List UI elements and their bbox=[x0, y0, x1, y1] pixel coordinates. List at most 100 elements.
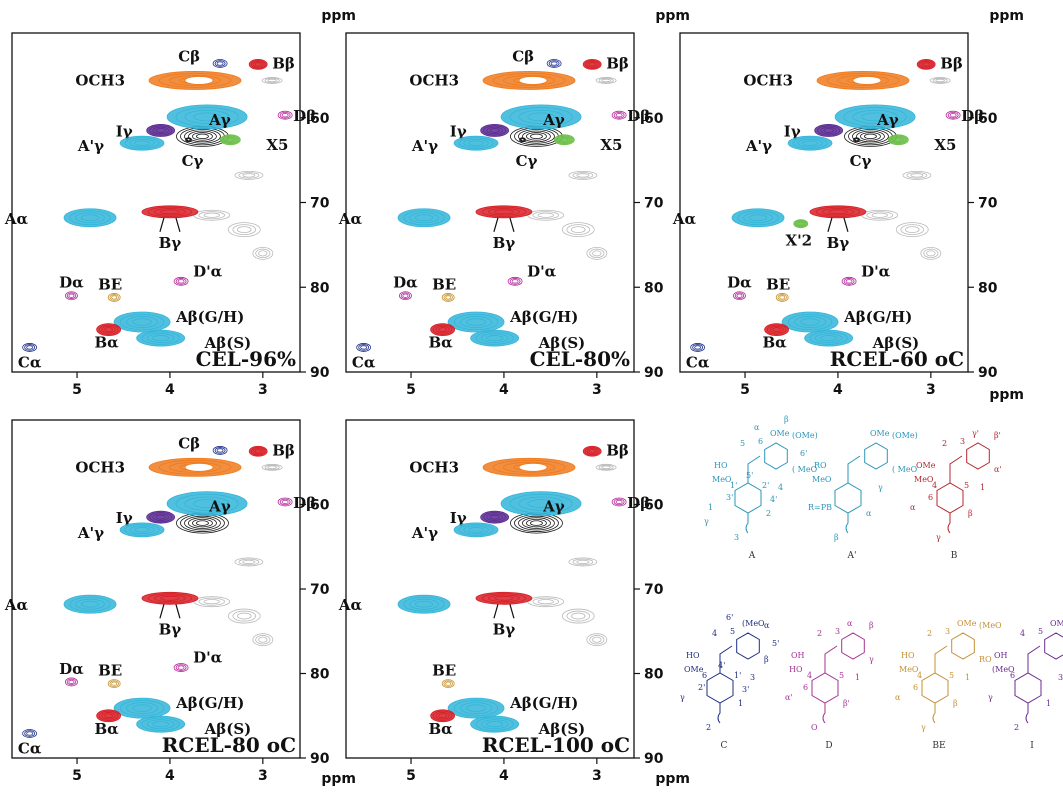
structure-name: D bbox=[825, 741, 832, 751]
structure-atom-label: 5 bbox=[949, 671, 954, 680]
x-tick-label: 3 bbox=[592, 382, 602, 398]
structure-atom-label: OH bbox=[791, 651, 805, 660]
cross-peak-Ig-level bbox=[823, 128, 834, 133]
bg-leader bbox=[175, 217, 181, 232]
cross-peak-A2g bbox=[119, 135, 165, 151]
structure-atom-label: γ bbox=[704, 517, 709, 526]
cross-peak-A2g-level bbox=[129, 138, 155, 148]
peak-label-D2a: D'α bbox=[527, 262, 557, 280]
cross-peak-Ig-level bbox=[820, 126, 837, 135]
bg-leader bbox=[159, 604, 165, 619]
cross-peak-Ig-level bbox=[489, 514, 500, 520]
cross-peak-Da bbox=[65, 291, 78, 301]
cross-peak-Bg-level bbox=[481, 206, 527, 217]
x-tick-label: 5 bbox=[406, 382, 416, 398]
gray-peak-level bbox=[906, 172, 928, 179]
cross-peak-Aa bbox=[397, 594, 451, 614]
cross-peak-Ag-level bbox=[175, 107, 239, 127]
cross-peak-Ig-level bbox=[149, 512, 172, 523]
structure-atom-label: β bbox=[968, 509, 973, 518]
cross-peak-AbGH-level bbox=[132, 704, 152, 712]
structure-atom-label: α bbox=[866, 509, 872, 518]
bg-leader bbox=[509, 217, 515, 232]
peak-label-Ba: Bα bbox=[763, 334, 788, 352]
structure-atom-label: OMe bbox=[916, 461, 936, 470]
cross-peak-Aa-level bbox=[397, 594, 451, 614]
black-contour-level bbox=[522, 517, 551, 529]
structure-atom-label: O bbox=[811, 723, 818, 732]
peak-label-Cg: Cγ bbox=[850, 152, 872, 170]
cross-peak-AbGH-level bbox=[447, 311, 505, 333]
cross-peak-Da-level bbox=[733, 291, 746, 301]
cross-peak-A2g-level bbox=[134, 140, 150, 146]
black-contour-level bbox=[864, 133, 877, 140]
gray-peak bbox=[227, 222, 261, 238]
peak-label-A2g: A'γ bbox=[411, 524, 438, 542]
cross-peak-AbS-level bbox=[146, 333, 175, 343]
peak-label-OCH3: OCH3 bbox=[743, 71, 793, 89]
structure-atom-label: α bbox=[764, 621, 770, 630]
aromatic-ring bbox=[864, 442, 888, 470]
cross-peak-AbGH bbox=[113, 697, 171, 719]
cross-peak-Bg-level bbox=[475, 205, 533, 219]
gray-peak-level bbox=[566, 224, 591, 236]
structure-atom-label: 3' bbox=[742, 685, 749, 694]
cross-peak-Bb-level bbox=[920, 61, 932, 68]
structure-atom-label: 1 bbox=[965, 673, 970, 682]
peak-label-Ig: Iγ bbox=[450, 509, 467, 527]
cross-peak-Bg-level bbox=[475, 591, 533, 605]
cross-peak-Cg bbox=[185, 137, 192, 143]
cross-peak-Bb-level bbox=[916, 58, 936, 70]
peak-label-Ba: Bα bbox=[95, 720, 120, 738]
cross-peak-D2a-level bbox=[175, 278, 187, 285]
structure-atom-label: 4 bbox=[778, 483, 783, 492]
cross-peak-Cb bbox=[212, 446, 228, 455]
linkage-wave bbox=[932, 703, 936, 724]
structure-atom-label: 6' bbox=[800, 449, 807, 458]
structure-atom-label: (MeO bbox=[992, 665, 1015, 674]
cross-peak-Aa bbox=[63, 208, 117, 228]
cross-peak-Bb bbox=[248, 58, 268, 70]
peak-label-Bg: Bγ bbox=[827, 234, 850, 252]
gray-peak bbox=[568, 170, 598, 180]
structure-atom-label: HO bbox=[901, 651, 915, 660]
peak-label-Aa: Aα bbox=[338, 596, 363, 614]
structure-atom-label: 2' bbox=[698, 683, 705, 692]
cross-peak-AbS-level bbox=[804, 329, 854, 347]
peak-label-Da: Dα bbox=[727, 274, 752, 292]
cross-peak-Ca-level bbox=[26, 731, 34, 736]
gray-peak-level bbox=[926, 250, 936, 257]
cross-peak-Bg-level bbox=[160, 209, 180, 215]
cross-peak-AbGH bbox=[113, 311, 171, 333]
cross-peak-Ca-level bbox=[356, 343, 372, 352]
gray-peak-level bbox=[566, 610, 591, 622]
cross-peak-Aa-level bbox=[80, 600, 100, 608]
cross-peak-Ba-level bbox=[430, 709, 456, 723]
cross-peak-Bg-level bbox=[153, 208, 186, 216]
gray-peak-level bbox=[532, 211, 559, 220]
gray-peak bbox=[227, 608, 261, 624]
gray-peak-level bbox=[598, 77, 614, 84]
structure-atom-label: 2 bbox=[766, 509, 771, 518]
cross-peak-AbS bbox=[470, 715, 520, 733]
peak-label-Da: Dα bbox=[59, 274, 84, 292]
cross-peak-Ag-level bbox=[193, 112, 221, 122]
cross-peak-Ba-level bbox=[764, 323, 790, 337]
gray-peak-level bbox=[198, 597, 225, 606]
cross-peak-Ag-level bbox=[852, 109, 898, 124]
peak-label-Ca: Cα bbox=[18, 353, 42, 371]
cross-peak-BE-level bbox=[779, 295, 786, 300]
y-tick-label: 60 bbox=[310, 498, 330, 514]
cross-peak-Db bbox=[611, 110, 627, 120]
cross-peak-D2a-level bbox=[177, 279, 185, 284]
cross-peak-Ig-level bbox=[155, 514, 166, 520]
cross-peak-Ag-level bbox=[527, 112, 555, 122]
x-tick-label: 5 bbox=[72, 382, 82, 398]
gray-peak bbox=[595, 77, 617, 84]
cross-peak-Ag-level bbox=[861, 112, 889, 122]
black-contour-level bbox=[184, 515, 221, 531]
cross-peak-D2a-level bbox=[507, 276, 523, 286]
cross-peak-OCH3-level bbox=[158, 73, 232, 88]
cross-peak-AbGH bbox=[781, 311, 839, 333]
cross-peak-Ag-level bbox=[843, 107, 907, 127]
